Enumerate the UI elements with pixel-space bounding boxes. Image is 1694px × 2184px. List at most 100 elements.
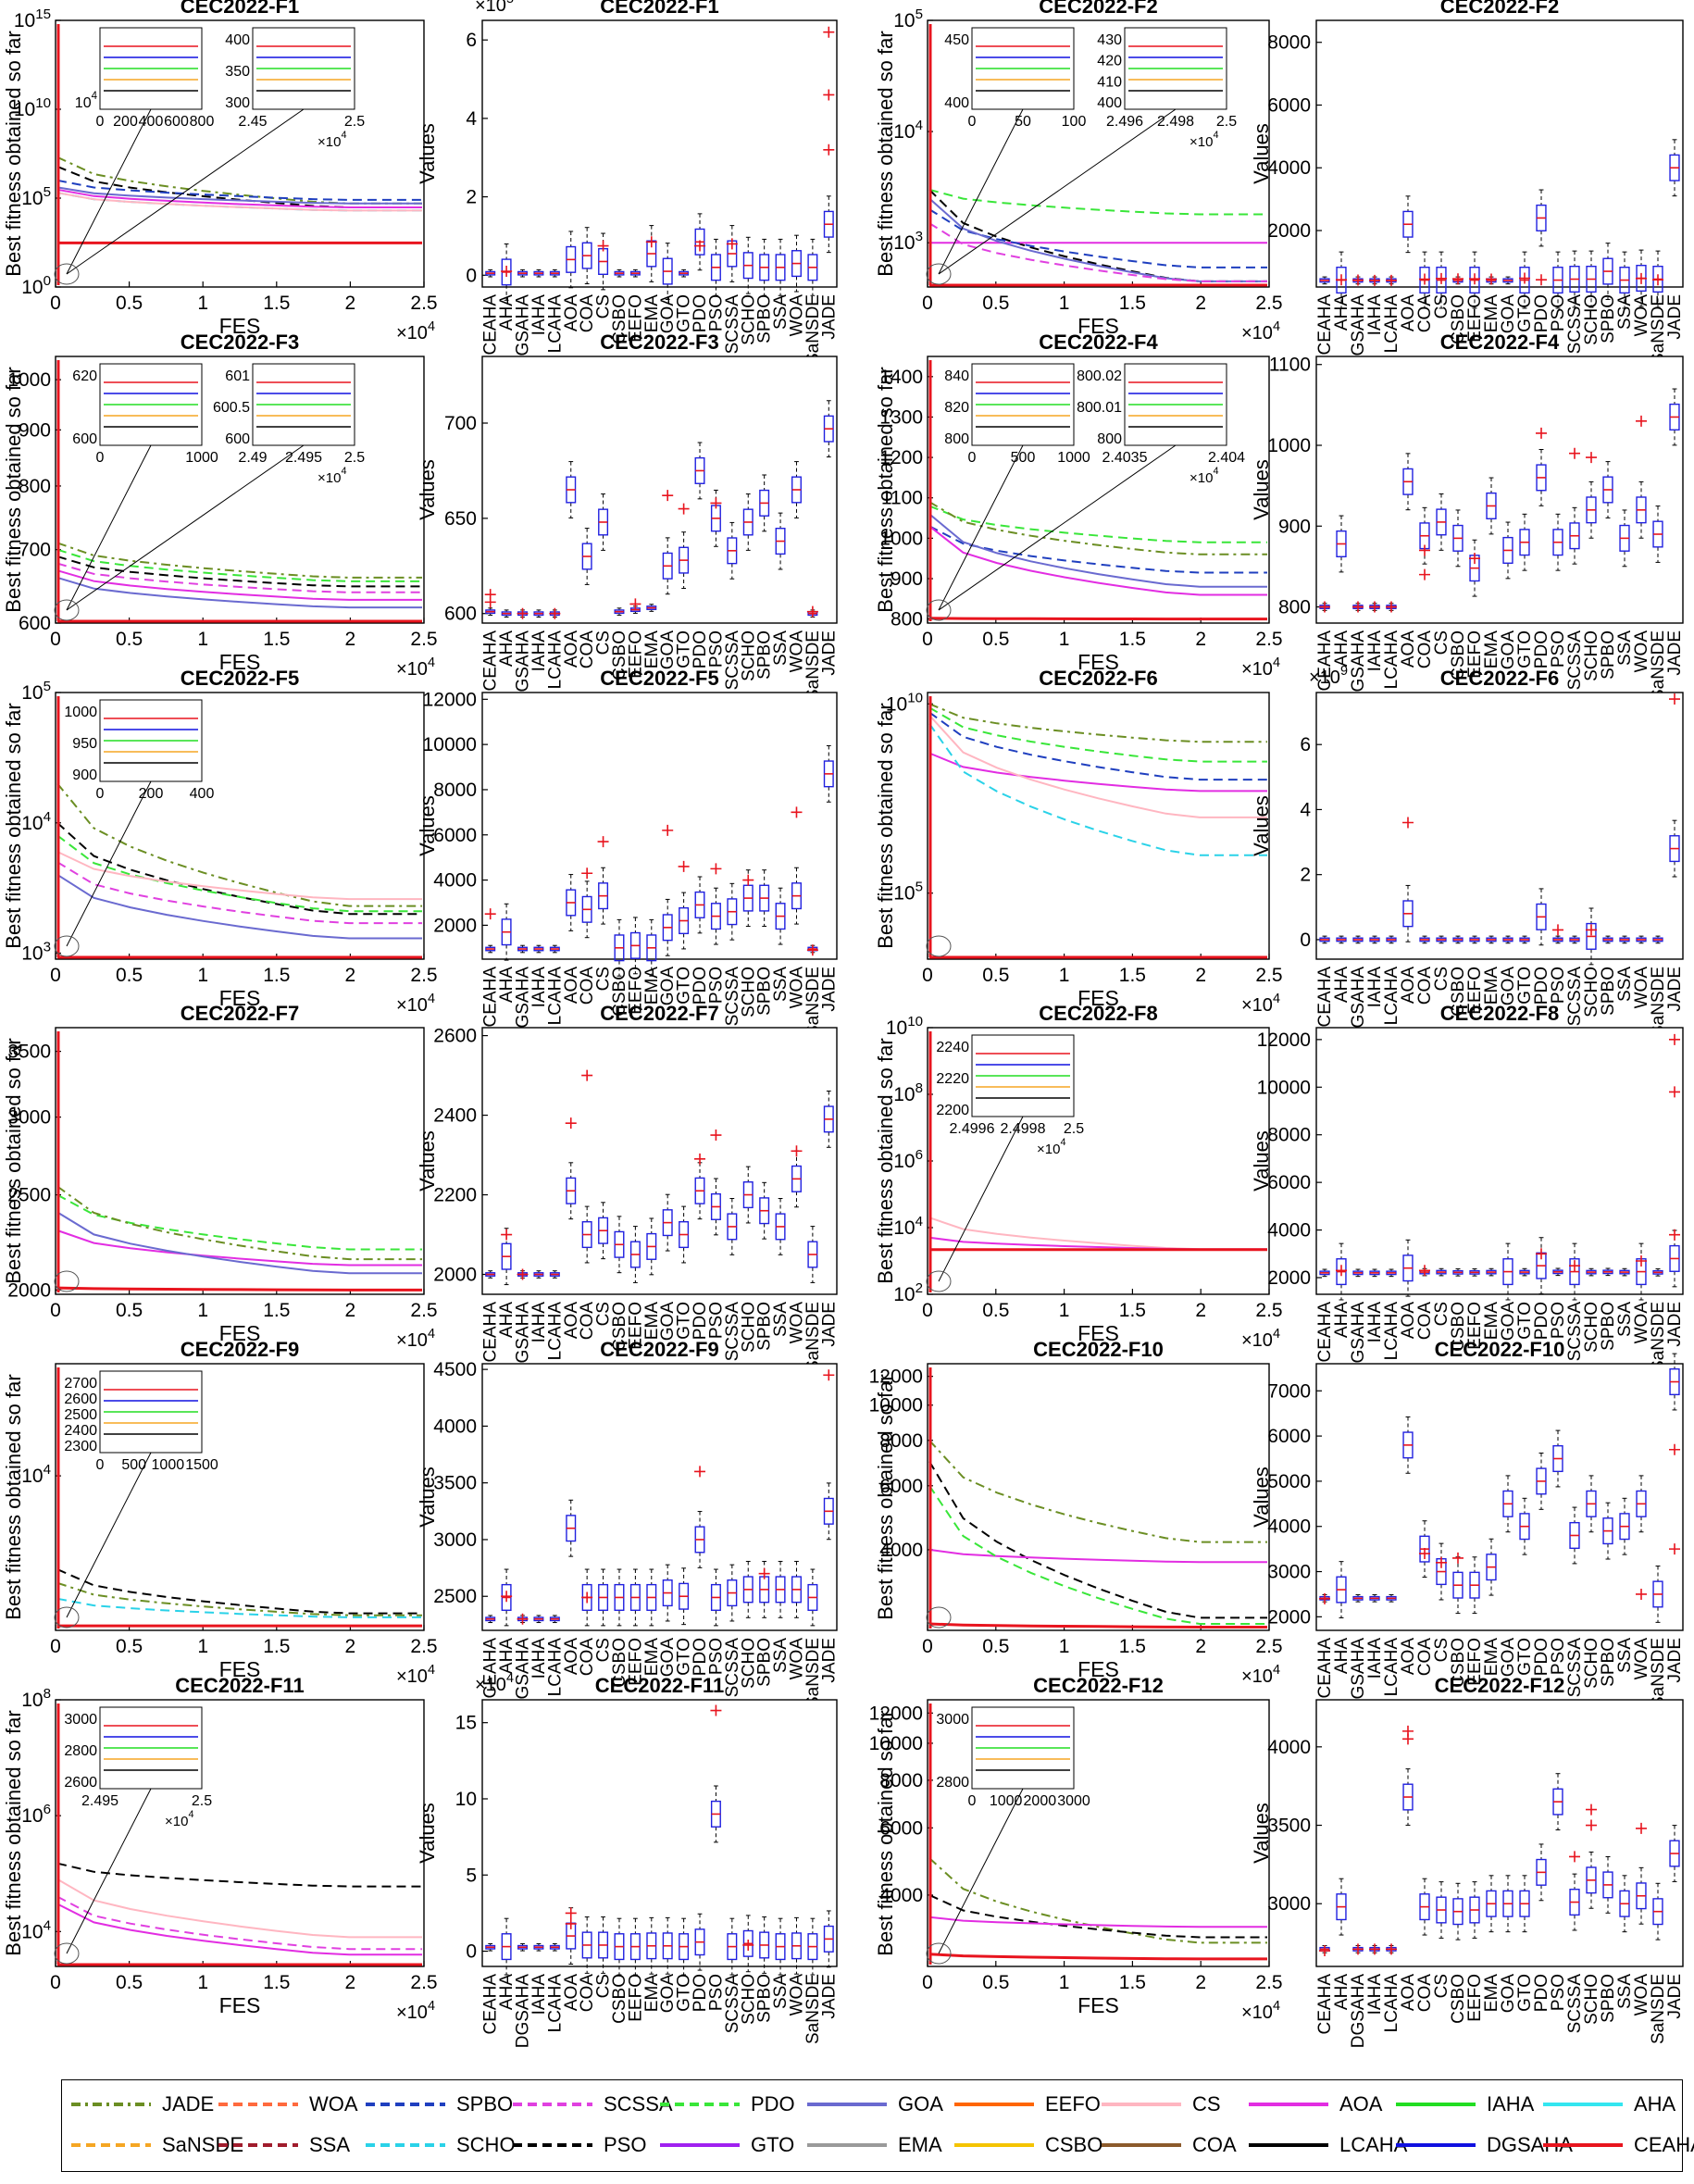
x-tick-label: CSBO <box>1449 1974 1468 2024</box>
x-tick-label: CSBO <box>610 1638 629 1688</box>
x-tick-label: IAHA <box>1365 1302 1385 1343</box>
x-tick-label: CEAHA <box>481 1638 501 1699</box>
x-tick-label: JADE <box>819 1302 839 1347</box>
inset-y-tick-label: 400 <box>225 32 250 48</box>
x-tick-label: EEFO <box>1465 294 1485 343</box>
y-exponent: ×105 <box>475 0 514 16</box>
inset-y-tick-label: 2600 <box>64 1392 97 1407</box>
y-tick-label: 650 <box>444 508 477 530</box>
inset-x-tick-label: 100 <box>1062 114 1087 130</box>
x-tick-label: PDO <box>1532 967 1551 1005</box>
x-tick-label: 2.5 <box>410 965 437 986</box>
legend-swatch <box>1102 2103 1181 2106</box>
y-tick-label: 2000 <box>1267 1267 1311 1289</box>
outlier-marker <box>1369 274 1380 286</box>
x-tick-label: GOA <box>658 1638 678 1678</box>
outlier-marker <box>1519 272 1530 284</box>
x-tick-label: 1.5 <box>263 1636 290 1657</box>
inset-arrow <box>66 444 152 611</box>
chart-title: CEC2022-F4 <box>1039 331 1158 354</box>
outlier-marker <box>1386 274 1397 286</box>
outlier-marker <box>1536 1248 1547 1260</box>
y-exponent: ×104 <box>475 1671 514 1695</box>
y-axis-label: Values <box>416 1803 439 1864</box>
y-axis-label: Values <box>1250 795 1273 856</box>
series-line-cs <box>928 714 1267 818</box>
outlier-marker <box>1402 817 1414 829</box>
x-tick-label: PSO <box>706 1974 726 2011</box>
x-tick-label: AOA <box>562 1638 581 1675</box>
series-line-cs <box>56 851 422 901</box>
x-tick-label: EEFO <box>626 1974 645 2022</box>
x-tick-label: 1 <box>197 293 208 314</box>
chart-title: CEC2022-F5 <box>181 667 299 690</box>
x-tick-label: 0 <box>922 293 933 314</box>
inset-x-exponent: ×104 <box>165 1809 193 1829</box>
x-tick-label: AOA <box>562 1974 581 2011</box>
x-exponent: ×104 <box>396 319 435 343</box>
series-line-aoa <box>56 569 422 601</box>
inset-y-tick-label: 800 <box>944 431 969 447</box>
x-tick-label: LCAHA <box>545 1638 565 1697</box>
x-tick-label: 1 <box>1059 293 1070 314</box>
legend-swatch <box>1249 2103 1328 2106</box>
y-tick-label: 800 <box>1278 597 1311 618</box>
series-line-jade <box>928 1440 1267 1543</box>
x-tick-label: 2 <box>1195 293 1206 314</box>
legend-swatch <box>1102 2143 1181 2147</box>
inset-x-tick-label: 500 <box>121 1457 146 1473</box>
x-tick-label: PSO <box>706 1302 726 1339</box>
plot-frame <box>927 1363 1270 1631</box>
y-tick-label: 3000 <box>433 1529 477 1551</box>
series-line-scssa <box>56 562 422 593</box>
inset-arrow <box>938 108 1024 275</box>
y-tick-label: 5000 <box>1267 1471 1311 1492</box>
x-tick-label: SaNSDE <box>803 630 823 701</box>
inset-y-tick-label: 2240 <box>936 1040 969 1055</box>
x-tick-label: JADE <box>819 630 839 676</box>
x-tick-label: 2.5 <box>410 1636 437 1657</box>
y-tick-label: 10 <box>455 1789 477 1810</box>
x-tick-label: EEFO <box>1465 630 1485 679</box>
y-tick-label: 1100 <box>881 488 923 509</box>
legend-item-pso: PSO <box>511 2127 646 2164</box>
inset-y-tick-label: 2600 <box>64 1775 97 1791</box>
x-axis-label: FES <box>1077 314 1119 338</box>
x-tick-label: PSO <box>1549 630 1568 668</box>
x-tick-label: EEFO <box>1465 1974 1485 2022</box>
x-tick-label: SaNSDE <box>803 294 823 365</box>
outlier-marker <box>484 908 496 920</box>
x-tick-label: GTO <box>1515 630 1535 668</box>
plot-frame <box>481 1027 838 1295</box>
plot-frame <box>1315 1699 1684 1967</box>
inset-y-tick-label: 410 <box>1097 74 1122 90</box>
legend-swatch <box>513 2103 592 2106</box>
y-tick-label: 3000 <box>1267 1893 1311 1915</box>
outlier-marker <box>806 605 818 618</box>
x-tick-label: JADE <box>1665 1302 1685 1347</box>
y-tick-label: 105 <box>893 6 923 31</box>
series-line-jade <box>56 1185 422 1261</box>
y-tick-label: 1200 <box>879 447 923 468</box>
chart-title: CEC2022-F6 <box>1440 667 1559 690</box>
x-tick-label: LCAHA <box>545 1974 565 2033</box>
x-tick-label: JADE <box>819 967 839 1012</box>
y-tick-label: 2500 <box>7 1185 51 1206</box>
x-tick-label: EMA <box>642 1302 662 1341</box>
chart-title: CEC2022-F10 <box>1033 1338 1164 1361</box>
x-tick-label: 0 <box>922 1972 933 1993</box>
x-tick-label: SCSSA <box>1565 1302 1585 1362</box>
y-tick-label: 105 <box>21 184 51 209</box>
outlier-marker <box>823 144 835 156</box>
series-line-pdo <box>56 548 422 582</box>
x-axis-label: FES <box>219 986 261 1010</box>
x-tick-label: AOA <box>1399 1302 1418 1339</box>
x-tick-label: PSO <box>706 967 726 1004</box>
x-tick-label: 1.5 <box>1119 1972 1146 1993</box>
legend-item-spbo: SPBO <box>364 2086 513 2123</box>
x-axis-label: FES <box>1077 1993 1119 2017</box>
y-tick-label: 4000 <box>1267 1220 1311 1242</box>
x-tick-label: EEFO <box>626 1638 645 1686</box>
x-tick-label: GOA <box>1499 1638 1518 1678</box>
x-axis-label: FES <box>1077 1657 1119 1681</box>
